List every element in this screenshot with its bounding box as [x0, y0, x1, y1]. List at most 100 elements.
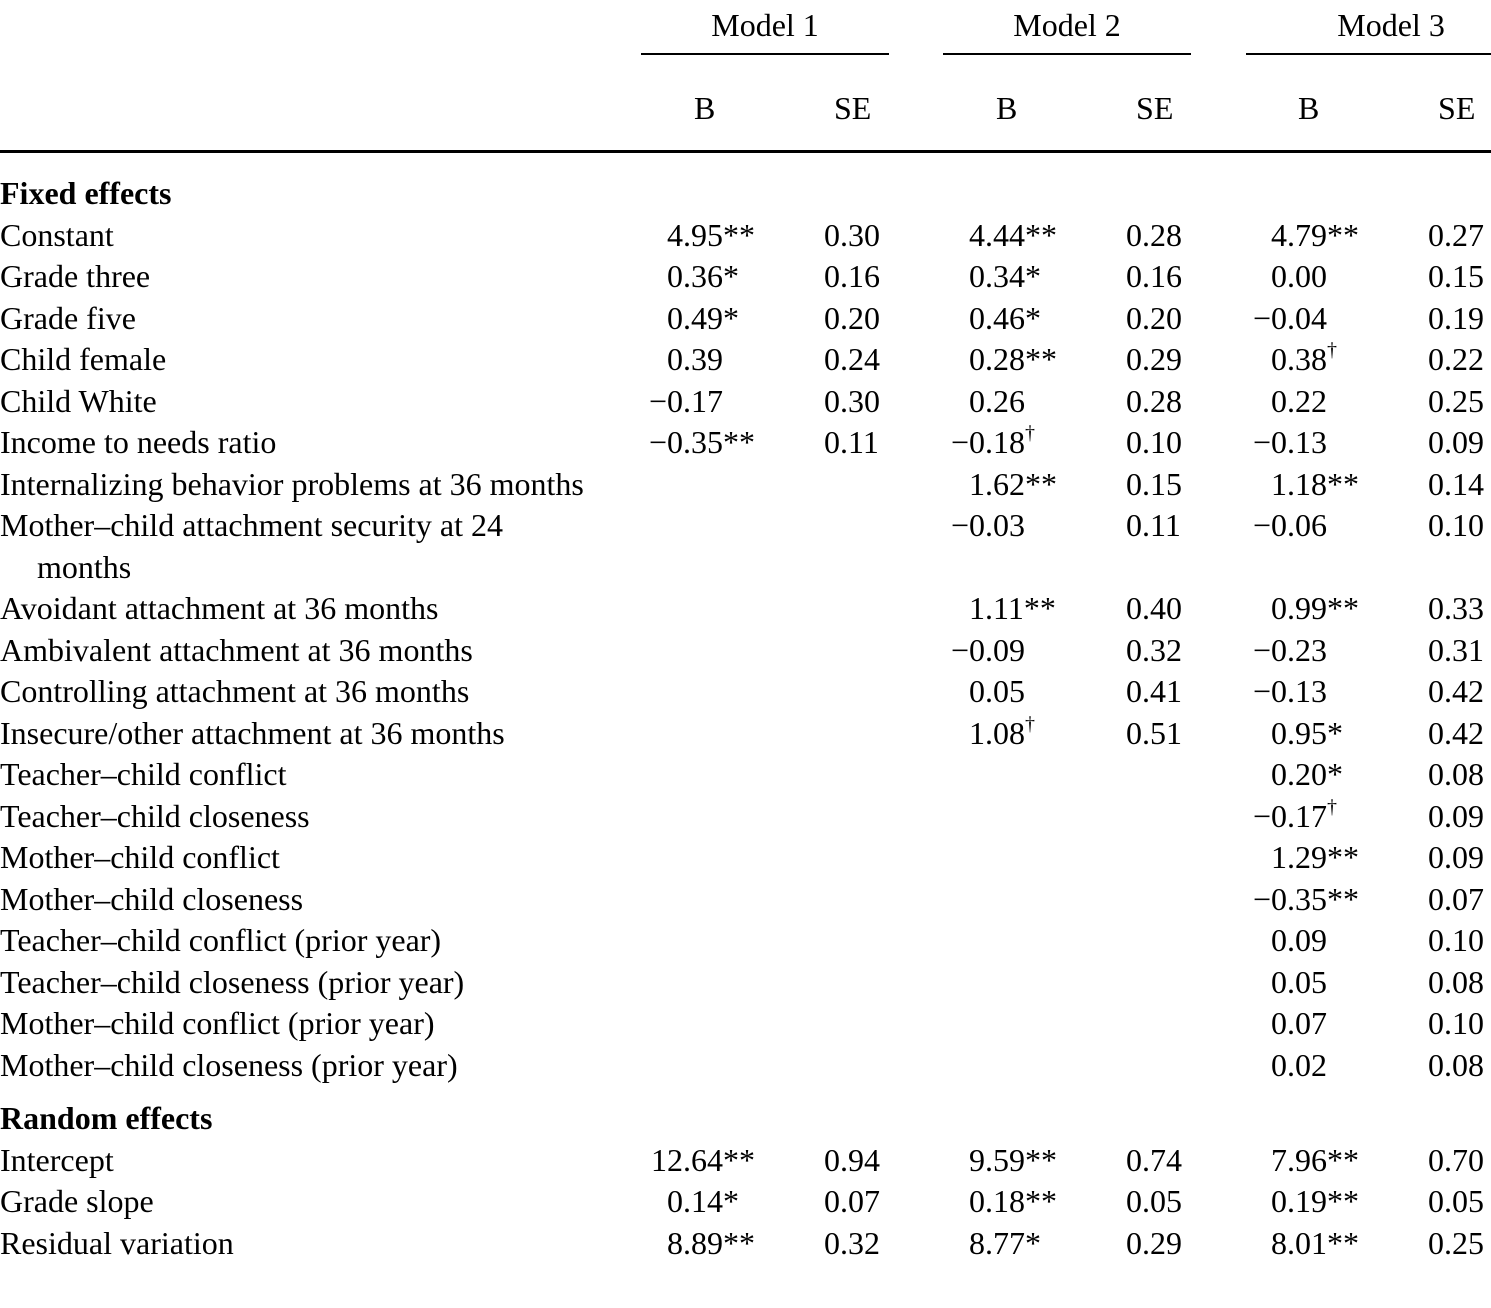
row-label: Mother–child attachment security at 24 m…	[0, 507, 503, 585]
label-cell: Income to needs ratio	[0, 422, 630, 464]
column-header: SE	[800, 66, 933, 153]
coefficient	[630, 754, 800, 796]
standard-error	[1102, 962, 1234, 1004]
column-header-row: B SE B SE B SE	[0, 66, 1491, 153]
coefficient	[630, 1045, 800, 1087]
standard-error: 0.11	[824, 424, 879, 460]
standard-error: 0.08	[1428, 1046, 1485, 1083]
coefficient: −0.18†	[950, 422, 1036, 460]
standard-error	[800, 630, 932, 672]
standard-error: 0.30	[824, 216, 880, 253]
coefficient	[630, 962, 800, 1004]
coefficient: 1.62**	[969, 465, 1058, 502]
standard-error: 0.74	[1126, 1141, 1183, 1178]
table-row: Mother–child conflict (prior year) 0.07 0.…	[0, 1003, 1491, 1045]
standard-error: 0.10	[1428, 922, 1485, 958]
coefficient	[630, 464, 800, 506]
column-header: B	[630, 66, 800, 153]
coefficient: 0.09	[1271, 922, 1328, 958]
coefficient: 0.46*	[969, 299, 1042, 336]
coefficient: −0.03	[950, 507, 1026, 543]
coefficient	[932, 837, 1102, 879]
standard-error: 0.07	[1428, 880, 1485, 917]
coefficient: 0.02	[1271, 1046, 1328, 1083]
standard-error: 0.29	[1126, 1224, 1183, 1261]
standard-error: 0.08	[1428, 963, 1485, 1000]
table-row: Mother–child conflict 1.29** 0.09	[0, 837, 1491, 879]
standard-error: 0.25	[1428, 382, 1485, 419]
label-cell: Mother–child conflict	[0, 837, 630, 879]
label-cell: Constant	[0, 215, 630, 257]
coefficient: 0.38†	[1271, 339, 1338, 377]
coefficient	[630, 796, 800, 838]
standard-error	[1102, 796, 1234, 838]
row-label: Mother–child conflict	[0, 839, 280, 875]
row-label: Grade slope	[0, 1183, 154, 1219]
row-label: Residual variation	[0, 1224, 234, 1261]
coefficient: 1.11**	[969, 590, 1056, 626]
coefficient: −0.13	[1252, 673, 1328, 709]
coefficient: −0.06	[1252, 507, 1328, 543]
standard-error	[800, 879, 932, 921]
table-row: Child female 0.39 0.24 0.28** 0.29 0.38† 0.22	[0, 339, 1491, 381]
standard-error: 0.28	[1126, 216, 1183, 253]
standard-error: 0.51	[1126, 714, 1183, 751]
row-label: Mother–child closeness (prior year)	[0, 1046, 458, 1083]
standard-error	[1102, 754, 1234, 796]
coefficient: 0.95*	[1271, 714, 1344, 751]
standard-error	[800, 713, 932, 755]
coefficient: 7.96**	[1271, 1141, 1360, 1178]
standard-error: 0.20	[1126, 299, 1183, 336]
coefficient: 9.59**	[969, 1141, 1058, 1178]
row-label: Constant	[0, 216, 114, 253]
column-header: SE	[1102, 66, 1235, 153]
table-row: Avoidant attachment at 36 months 1.11** 0.…	[0, 588, 1491, 630]
standard-error: 0.05	[1428, 1183, 1485, 1219]
table-row: Mother–child closeness −0.35** 0.07	[0, 879, 1491, 921]
standard-error	[800, 754, 932, 796]
model-header-row: Model 1 Model 2 Model 3	[0, 0, 1491, 66]
coefficient: −0.13	[1252, 424, 1328, 460]
coefficient: 4.79**	[1271, 216, 1360, 253]
row-label: Avoidant attachment at 36 months	[0, 590, 439, 626]
row-label: Ambivalent attachment at 36 months	[0, 631, 473, 668]
standard-error: 0.09	[1428, 797, 1485, 834]
coefficient: 0.07	[1271, 1005, 1328, 1041]
table-row: Grade three 0.36* 0.16 0.34* 0.16 0.00 0.15	[0, 256, 1491, 298]
standard-error: 0.10	[1428, 1005, 1485, 1041]
coefficient: 8.77*	[969, 1224, 1042, 1261]
label-cell: Mother–child closeness (prior year)	[0, 1045, 630, 1087]
table-row: Ambivalent attachment at 36 months −0.09 0…	[0, 630, 1491, 672]
standard-error	[800, 1003, 932, 1045]
standard-error: 0.16	[1126, 258, 1183, 294]
standard-error: 0.10	[1428, 507, 1485, 543]
coefficient	[630, 1003, 800, 1045]
standard-error: 0.41	[1126, 673, 1183, 709]
coefficient: −0.35**	[1252, 880, 1360, 917]
row-label: Teacher–child conflict (prior year)	[0, 922, 442, 958]
coefficient: −0.23	[1252, 631, 1328, 668]
coefficient: 0.05	[1271, 963, 1328, 1000]
row-label: Mother–child conflict (prior year)	[0, 1005, 435, 1041]
standard-error: 0.42	[1428, 673, 1485, 709]
label-cell: Internalizing behavior problems at 36 mo…	[0, 464, 630, 506]
table-row: Intercept 12.64** 0.94 9.59** 0.74 7.96** 0.70	[0, 1140, 1491, 1182]
table-row: Insecure/other attachment at 36 months 1.…	[0, 713, 1491, 755]
coefficient: 0.36*	[667, 258, 739, 294]
row-label: Teacher–child closeness (prior year)	[0, 963, 465, 1000]
label-cell: Avoidant attachment at 36 months	[0, 588, 630, 630]
standard-error: 0.20	[824, 299, 880, 336]
standard-error: 0.05	[1126, 1183, 1183, 1219]
label-cell: Child female	[0, 339, 630, 381]
row-label: Intercept	[0, 1141, 114, 1178]
standard-error: 0.09	[1428, 839, 1485, 875]
table-row: Teacher–child conflict (prior year) 0.09 0…	[0, 920, 1491, 962]
standard-error: 0.42	[1428, 714, 1485, 751]
row-label: Child female	[0, 341, 167, 377]
row-label: Child White	[0, 382, 157, 419]
coefficient	[630, 671, 800, 713]
row-label: Controlling attachment at 36 months	[0, 673, 470, 709]
section-row: Random effects	[0, 1086, 1491, 1140]
standard-error	[1102, 1045, 1234, 1087]
coefficient	[630, 837, 800, 879]
